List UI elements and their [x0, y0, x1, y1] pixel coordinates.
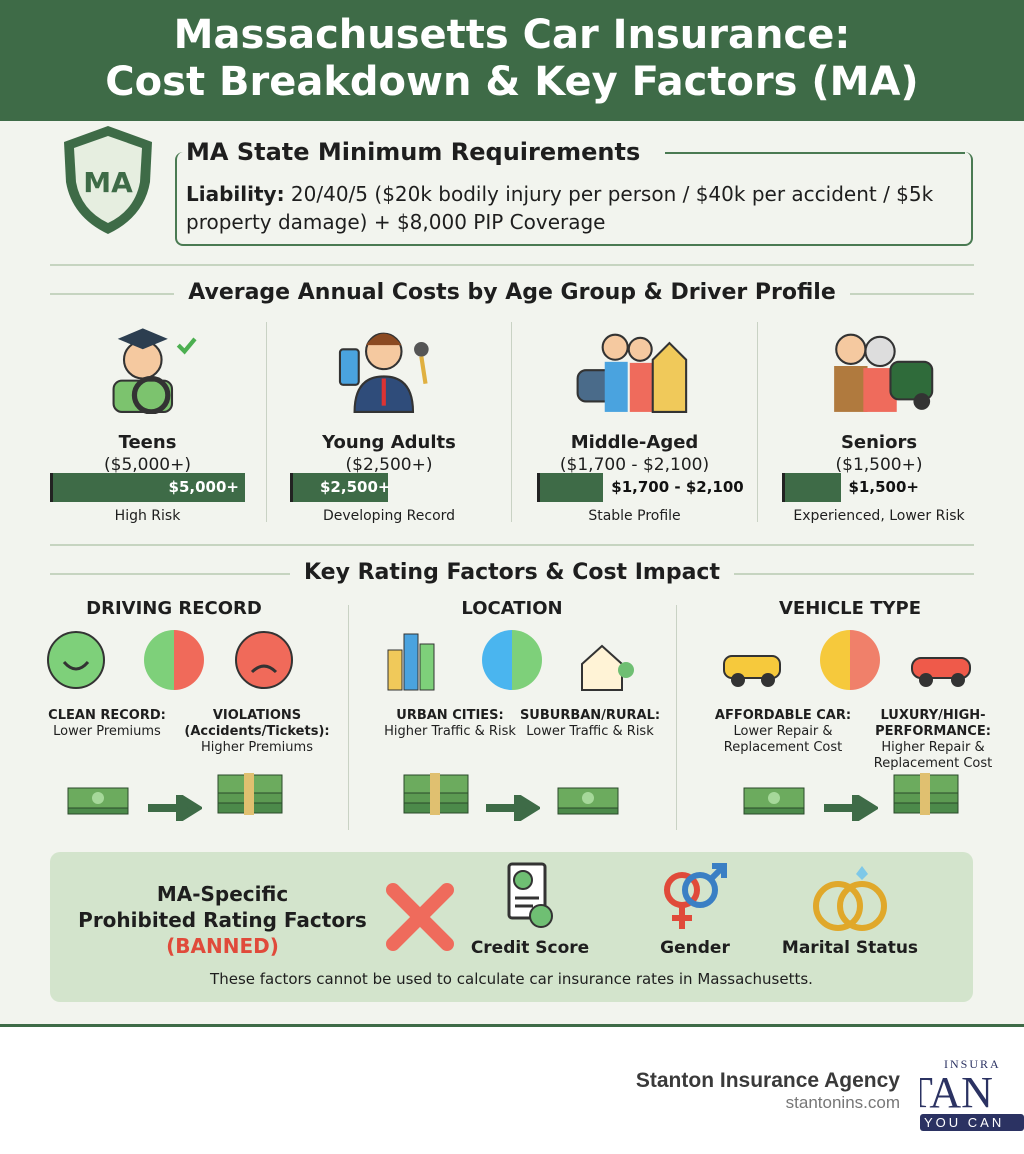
banned-item-credit-score: Credit Score [470, 938, 590, 958]
wedding-rings-icon [813, 866, 887, 931]
age-group-range: ($5,000+) [104, 455, 191, 475]
factor-right-label: LUXURY/HIGH-PERFORMANCE: Higher Repair & … [873, 708, 993, 771]
banned-item-marital-status: Marital Status [781, 938, 919, 958]
arrow-right-icon [486, 795, 540, 821]
requirements-box [175, 152, 973, 246]
credit-score-icon [507, 862, 553, 928]
shield-icon: MA [64, 126, 152, 234]
banned-title: MA-Specific Prohibited Rating Factors (BA… [60, 881, 385, 959]
cost-bar-label: $2,500+ [320, 478, 391, 496]
money-icon [403, 773, 469, 815]
cost-bar [537, 473, 604, 502]
age-group-2: Middle-Aged ($1,700 - $2,100) [512, 318, 757, 476]
requirements-heading: MA State Minimum Requirements [186, 138, 653, 166]
cost-bar-label: $5,000+ [168, 478, 239, 496]
factor-title: LOCATION [461, 598, 563, 619]
family-icon [576, 333, 687, 413]
cost-bar [782, 473, 841, 502]
banned-note: These factors cannot be used to calculat… [210, 970, 813, 988]
liability-text: 20/40/5 ($20k bodily injury per person /… [186, 182, 934, 234]
factor-right-icon [235, 631, 293, 689]
half-circle-icon [482, 630, 542, 690]
divider [348, 605, 349, 830]
banned-item-gender: Gender [660, 938, 730, 958]
young-adult-icon [338, 332, 429, 413]
money-icon [743, 787, 805, 815]
factor-left-label: AFFORDABLE CAR: Lower Repair & Replacemen… [714, 708, 852, 755]
age-group-name: Seniors [840, 432, 918, 453]
factor-right-label: SUBURBAN/RURAL: Lower Traffic & Risk [519, 708, 661, 739]
agency-name: Stanton Insurance Agency [635, 1069, 900, 1092]
divider [266, 322, 267, 522]
page-title: Massachusetts Car Insurance: Cost Breakd… [0, 0, 1024, 121]
money-icon [893, 773, 959, 815]
cost-bar [50, 473, 245, 502]
agency-logo: INSURA TAN YOU CAN [920, 1057, 1024, 1137]
factor-left-icon [723, 655, 781, 687]
seniors-icon [834, 333, 934, 412]
arrow-right-icon [824, 795, 878, 821]
age-group-name: Middle-Aged [570, 432, 699, 453]
divider [511, 322, 512, 522]
shield-badge-text: MA [83, 166, 133, 199]
divider [676, 605, 677, 830]
divider [757, 322, 758, 522]
factor-right-label: VIOLATIONS (Accidents/Tickets): Higher Pr… [184, 708, 330, 755]
banned-tag: (BANNED) [166, 934, 279, 958]
gender-icon [664, 863, 727, 929]
factors-section-heading: Key Rating Factors & Cost Impact [0, 560, 1024, 585]
cost-bar-label: $1,700 - $2,100 [611, 478, 744, 496]
half-circle-icon [820, 630, 880, 690]
age-group-name: Teens [118, 432, 177, 453]
agency-website[interactable]: stantonins.com [785, 1093, 900, 1112]
factor-title: DRIVING RECORD [86, 598, 262, 619]
age-section-heading: Average Annual Costs by Age Group & Driv… [0, 280, 1024, 305]
divider [665, 152, 965, 154]
requirements-text: Liability: 20/40/5 ($20k bodily injury p… [186, 180, 966, 236]
factor-left-icon [47, 631, 105, 689]
arrow-right-icon [148, 795, 202, 821]
age-group-caption: Experienced, Lower Risk [793, 508, 965, 524]
teen-driver-icon [112, 328, 197, 415]
age-group-name: Young Adults [322, 432, 456, 453]
factor-right-icon [911, 657, 971, 687]
age-group-caption: High Risk [114, 508, 181, 524]
money-icon [67, 787, 129, 815]
factor-right-icon [581, 644, 634, 691]
age-group-caption: Developing Record [322, 508, 456, 524]
factor-left-label: URBAN CITIES: Higher Traffic & Risk [384, 708, 516, 739]
money-icon [557, 787, 619, 815]
age-group-1: Young Adults ($2,500+) [267, 318, 511, 476]
factor-title: VEHICLE TYPE [778, 598, 922, 619]
divider [50, 544, 974, 546]
age-group-caption: Stable Profile [588, 508, 681, 524]
factor-left-label: CLEAN RECORD: Lower Premiums [48, 708, 166, 739]
money-icon [217, 773, 283, 815]
cost-bar [290, 473, 388, 502]
age-group-range: ($2,500+) [345, 455, 433, 475]
age-group-0: Teens ($5,000+) [30, 318, 265, 476]
footer: Stanton Insurance Agency stantonins.com … [0, 1024, 1024, 1154]
red-x-icon [386, 883, 454, 951]
cost-bar-label: $1,500+ [848, 478, 919, 496]
liability-label: Liability: [186, 182, 285, 206]
divider [50, 264, 974, 266]
age-group-3: Seniors ($1,500+) [758, 318, 1000, 476]
age-group-range: ($1,500+) [835, 455, 923, 475]
factor-left-icon [387, 633, 435, 691]
age-group-range: ($1,700 - $2,100) [559, 455, 710, 475]
half-circle-icon [144, 630, 204, 690]
